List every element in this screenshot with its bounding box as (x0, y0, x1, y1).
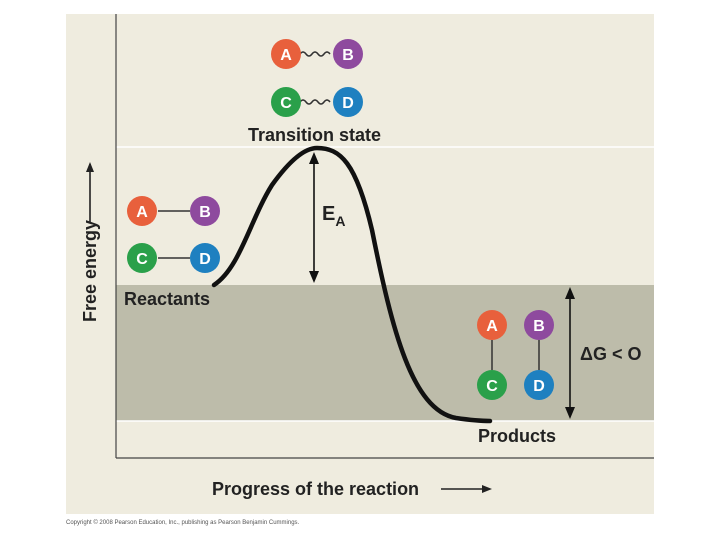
transition-atom-d (333, 87, 363, 117)
transition-atom-a (271, 39, 301, 69)
activation-energy-arrow-top (309, 152, 319, 164)
delta-g-band (116, 285, 654, 421)
x-axis-label: Progress of the reaction (212, 479, 419, 499)
transition-state-label: Transition state (248, 125, 381, 145)
reactant-atom-b-label: B (199, 204, 211, 221)
transition-atom-b-label: B (342, 47, 354, 64)
reactant-atom-c-label: C (136, 251, 148, 268)
product-atom-c-label: C (486, 378, 498, 395)
product-atom-c (477, 370, 507, 400)
reactant-atom-b (190, 196, 220, 226)
y-axis-label-group: Free energy (80, 162, 100, 322)
product-atom-a-label: A (486, 318, 498, 335)
x-axis-arrow-head (482, 485, 492, 493)
transition-atom-d-label: D (342, 95, 354, 112)
reactant-atom-a (127, 196, 157, 226)
copyright-notice: Copyright © 2008 Pearson Education, Inc.… (66, 519, 300, 526)
products-label: Products (478, 426, 556, 446)
reactant-atom-c (127, 243, 157, 273)
energy-curve (211, 145, 493, 424)
reactant-atom-d (190, 243, 220, 273)
delta-g-label: ΔG < O (580, 344, 641, 364)
product-atom-d-label: D (533, 378, 545, 395)
reactant-atom-d-label: D (199, 251, 211, 268)
y-axis-label: Free energy (80, 220, 100, 322)
reactant-atom-a-label: A (136, 204, 148, 221)
product-atom-d (524, 370, 554, 400)
transition-atom-c-label: C (280, 95, 292, 112)
y-axis-arrow-head (86, 162, 94, 172)
product-atom-b-label: B (533, 318, 545, 335)
reactants-label: Reactants (124, 289, 210, 309)
transition-bond-ab (299, 51, 331, 57)
activation-energy-subscript: A (335, 213, 345, 229)
delta-g-arrow-bottom (565, 407, 575, 419)
activation-energy-arrow-bottom (309, 271, 319, 283)
transition-atom-a-label: A (280, 47, 292, 64)
transition-bond-cd (299, 99, 331, 105)
activation-energy-main: E (322, 203, 335, 225)
transition-atom-b (333, 39, 363, 69)
product-atom-b (524, 310, 554, 340)
transition-atom-c (271, 87, 301, 117)
delta-g-arrow-top (565, 287, 575, 299)
product-atom-a (477, 310, 507, 340)
activation-energy-label: EA (322, 203, 345, 229)
